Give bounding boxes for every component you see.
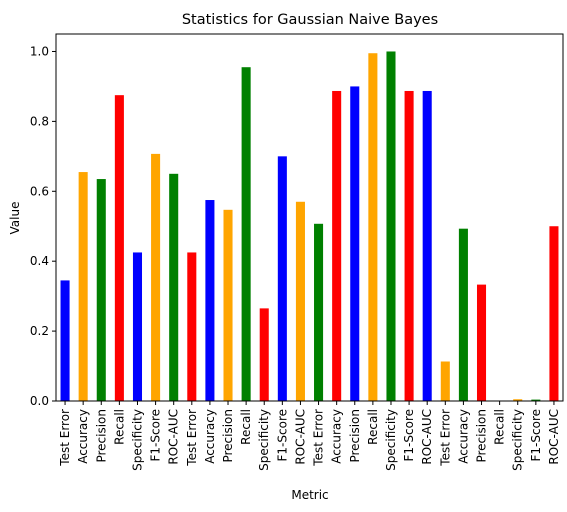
x-tick-label: Precision	[475, 409, 489, 463]
bars-group	[60, 51, 559, 402]
x-tick-label: Recall	[493, 409, 507, 445]
y-axis-title: Value	[8, 202, 22, 235]
x-tick-label: F1-Score	[275, 409, 289, 461]
y-tick-label: 0.4	[30, 254, 49, 268]
bar-17	[350, 86, 360, 401]
x-tick-label: Precision	[348, 409, 362, 463]
x-tick-label: ROC-AUC	[167, 409, 181, 465]
y-tick-label: 0.2	[30, 324, 49, 338]
bar-2	[78, 172, 88, 401]
bar-24	[476, 284, 487, 401]
x-tick-label: ROC-AUC	[547, 409, 561, 465]
x-tick-label: Accuracy	[203, 409, 217, 464]
bar-16	[332, 90, 342, 401]
bar-27	[531, 399, 541, 401]
x-tick-label: F1-Score	[149, 409, 163, 461]
bar-23	[458, 228, 468, 401]
bar-8	[187, 252, 197, 401]
bar-10	[223, 209, 233, 401]
y-tick-label: 0.8	[30, 114, 49, 128]
bar-21	[422, 90, 432, 401]
x-tick-label: Test Error	[58, 409, 72, 467]
bar-28	[549, 226, 559, 401]
x-axis: Test Error Accuracy Precision Recall Specifi…	[58, 401, 561, 471]
bar-22	[440, 361, 450, 401]
bar-9	[205, 200, 215, 401]
x-tick-label: Recall	[239, 409, 253, 445]
x-tick-label: Specificity	[257, 409, 271, 471]
bar-14	[295, 201, 305, 401]
bar-6	[151, 153, 161, 401]
bar-15	[314, 223, 324, 401]
bar-1	[60, 280, 70, 401]
x-tick-label: Accuracy	[330, 409, 344, 464]
bar-18	[368, 53, 378, 401]
x-tick-label: Precision	[221, 409, 235, 463]
x-axis-title: Metric	[291, 488, 328, 502]
x-tick-label: Specificity	[130, 409, 144, 471]
y-axis: 0.0 0.2 0.4 0.6 0.8 1.0	[30, 44, 56, 408]
x-tick-label: Specificity	[384, 409, 398, 471]
x-tick-label: Test Error	[185, 409, 199, 467]
x-tick-label: Test Error	[438, 409, 452, 467]
x-tick-label: F1-Score	[402, 409, 416, 461]
y-tick-label: 1.0	[30, 44, 49, 58]
x-tick-label: F1-Score	[529, 409, 543, 461]
bar-3	[96, 179, 106, 401]
bar-20	[404, 90, 414, 401]
bar-5	[132, 252, 143, 401]
x-tick-label: ROC-AUC	[420, 409, 434, 465]
plot-frame	[55, 33, 564, 402]
bar-11	[241, 67, 251, 401]
bar-26	[513, 399, 523, 401]
bar-7	[169, 173, 179, 401]
x-tick-label: Precision	[94, 409, 108, 463]
bar-12	[259, 308, 269, 401]
bar-13	[277, 156, 287, 401]
bar-4	[114, 95, 124, 402]
x-tick-label: Test Error	[312, 409, 326, 467]
x-tick-label: Accuracy	[76, 409, 90, 464]
x-tick-label: Recall	[112, 409, 126, 445]
x-tick-label: Accuracy	[456, 409, 470, 464]
x-tick-label: Specificity	[511, 409, 525, 471]
chart-title: Statistics for Gaussian Naive Bayes	[182, 12, 438, 28]
y-tick-label: 0.6	[30, 184, 49, 198]
x-tick-label: ROC-AUC	[293, 409, 307, 465]
x-tick-label: Recall	[366, 409, 380, 445]
y-tick-label: 0.0	[30, 394, 49, 408]
bar-19	[386, 51, 396, 401]
